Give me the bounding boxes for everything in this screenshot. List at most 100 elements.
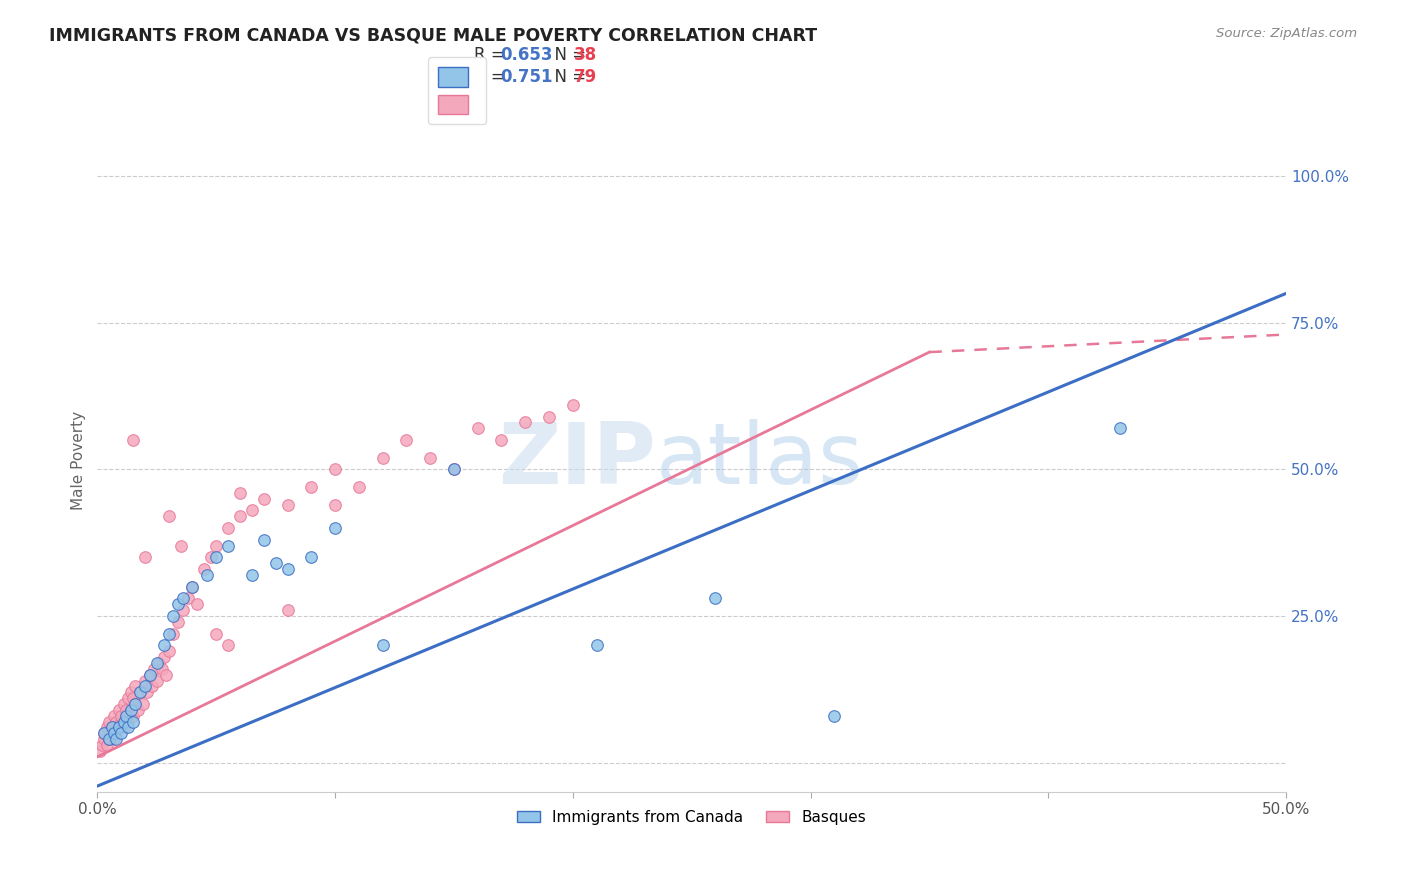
Point — [169, 539, 191, 553]
Point — [103, 732, 125, 747]
Point — [93, 726, 115, 740]
Point — [515, 416, 537, 430]
Point — [110, 726, 132, 740]
Point — [704, 591, 727, 606]
Point — [148, 656, 170, 670]
Point — [181, 580, 204, 594]
Point — [117, 721, 139, 735]
Point — [98, 732, 121, 747]
Point — [117, 714, 139, 729]
Point — [162, 609, 184, 624]
Point — [153, 650, 176, 665]
Point — [157, 644, 180, 658]
Point — [277, 562, 299, 576]
Point — [146, 656, 169, 670]
Point — [157, 626, 180, 640]
Point — [193, 562, 215, 576]
Point — [124, 697, 146, 711]
Point — [146, 673, 169, 688]
Point — [115, 708, 138, 723]
Point — [217, 638, 239, 652]
Point — [138, 667, 160, 681]
Point — [561, 398, 583, 412]
Point — [323, 498, 346, 512]
Point — [155, 667, 177, 681]
Point — [103, 726, 125, 740]
Point — [110, 708, 132, 723]
Point — [93, 726, 115, 740]
Point — [217, 539, 239, 553]
Point — [467, 421, 489, 435]
Point — [100, 726, 122, 740]
Point — [129, 685, 152, 699]
Point — [124, 680, 146, 694]
Point — [277, 498, 299, 512]
Text: 0.751: 0.751 — [501, 68, 553, 86]
Text: 0.653: 0.653 — [501, 46, 553, 64]
Point — [172, 591, 194, 606]
Point — [443, 462, 465, 476]
Point — [323, 462, 346, 476]
Point — [162, 626, 184, 640]
Point — [96, 721, 118, 735]
Point — [585, 638, 607, 652]
Point — [537, 409, 560, 424]
Point — [122, 433, 145, 447]
Y-axis label: Male Poverty: Male Poverty — [72, 411, 86, 510]
Point — [200, 550, 222, 565]
Point — [105, 726, 128, 740]
Point — [98, 714, 121, 729]
Point — [823, 708, 845, 723]
Point — [141, 680, 163, 694]
Point — [122, 691, 145, 706]
Point — [120, 703, 142, 717]
Point — [131, 697, 153, 711]
Point — [323, 521, 346, 535]
Point — [122, 708, 145, 723]
Text: 38: 38 — [574, 46, 596, 64]
Point — [107, 721, 129, 735]
Point — [395, 433, 418, 447]
Point — [96, 738, 118, 752]
Point — [124, 697, 146, 711]
Point — [134, 550, 156, 565]
Point — [107, 721, 129, 735]
Point — [347, 480, 370, 494]
Point — [167, 597, 190, 611]
Point — [157, 509, 180, 524]
Point — [134, 680, 156, 694]
Point — [134, 673, 156, 688]
Point — [153, 638, 176, 652]
Point — [443, 462, 465, 476]
Point — [105, 714, 128, 729]
Text: N =: N = — [544, 46, 592, 64]
Point — [205, 550, 228, 565]
Point — [103, 708, 125, 723]
Point — [129, 685, 152, 699]
Point — [122, 714, 145, 729]
Text: 79: 79 — [574, 68, 598, 86]
Point — [100, 721, 122, 735]
Point — [112, 721, 135, 735]
Point — [371, 638, 394, 652]
Point — [127, 703, 149, 717]
Point — [117, 691, 139, 706]
Point — [491, 433, 513, 447]
Point — [112, 714, 135, 729]
Point — [110, 714, 132, 729]
Point — [143, 662, 166, 676]
Point — [176, 591, 198, 606]
Point — [98, 732, 121, 747]
Point — [115, 708, 138, 723]
Point — [419, 450, 441, 465]
Text: R =: R = — [474, 46, 510, 64]
Point — [229, 486, 252, 500]
Point — [167, 615, 190, 629]
Point — [136, 685, 159, 699]
Point — [299, 550, 322, 565]
Point — [91, 738, 114, 752]
Point — [93, 732, 115, 747]
Point — [186, 597, 208, 611]
Text: R =: R = — [474, 68, 510, 86]
Point — [120, 685, 142, 699]
